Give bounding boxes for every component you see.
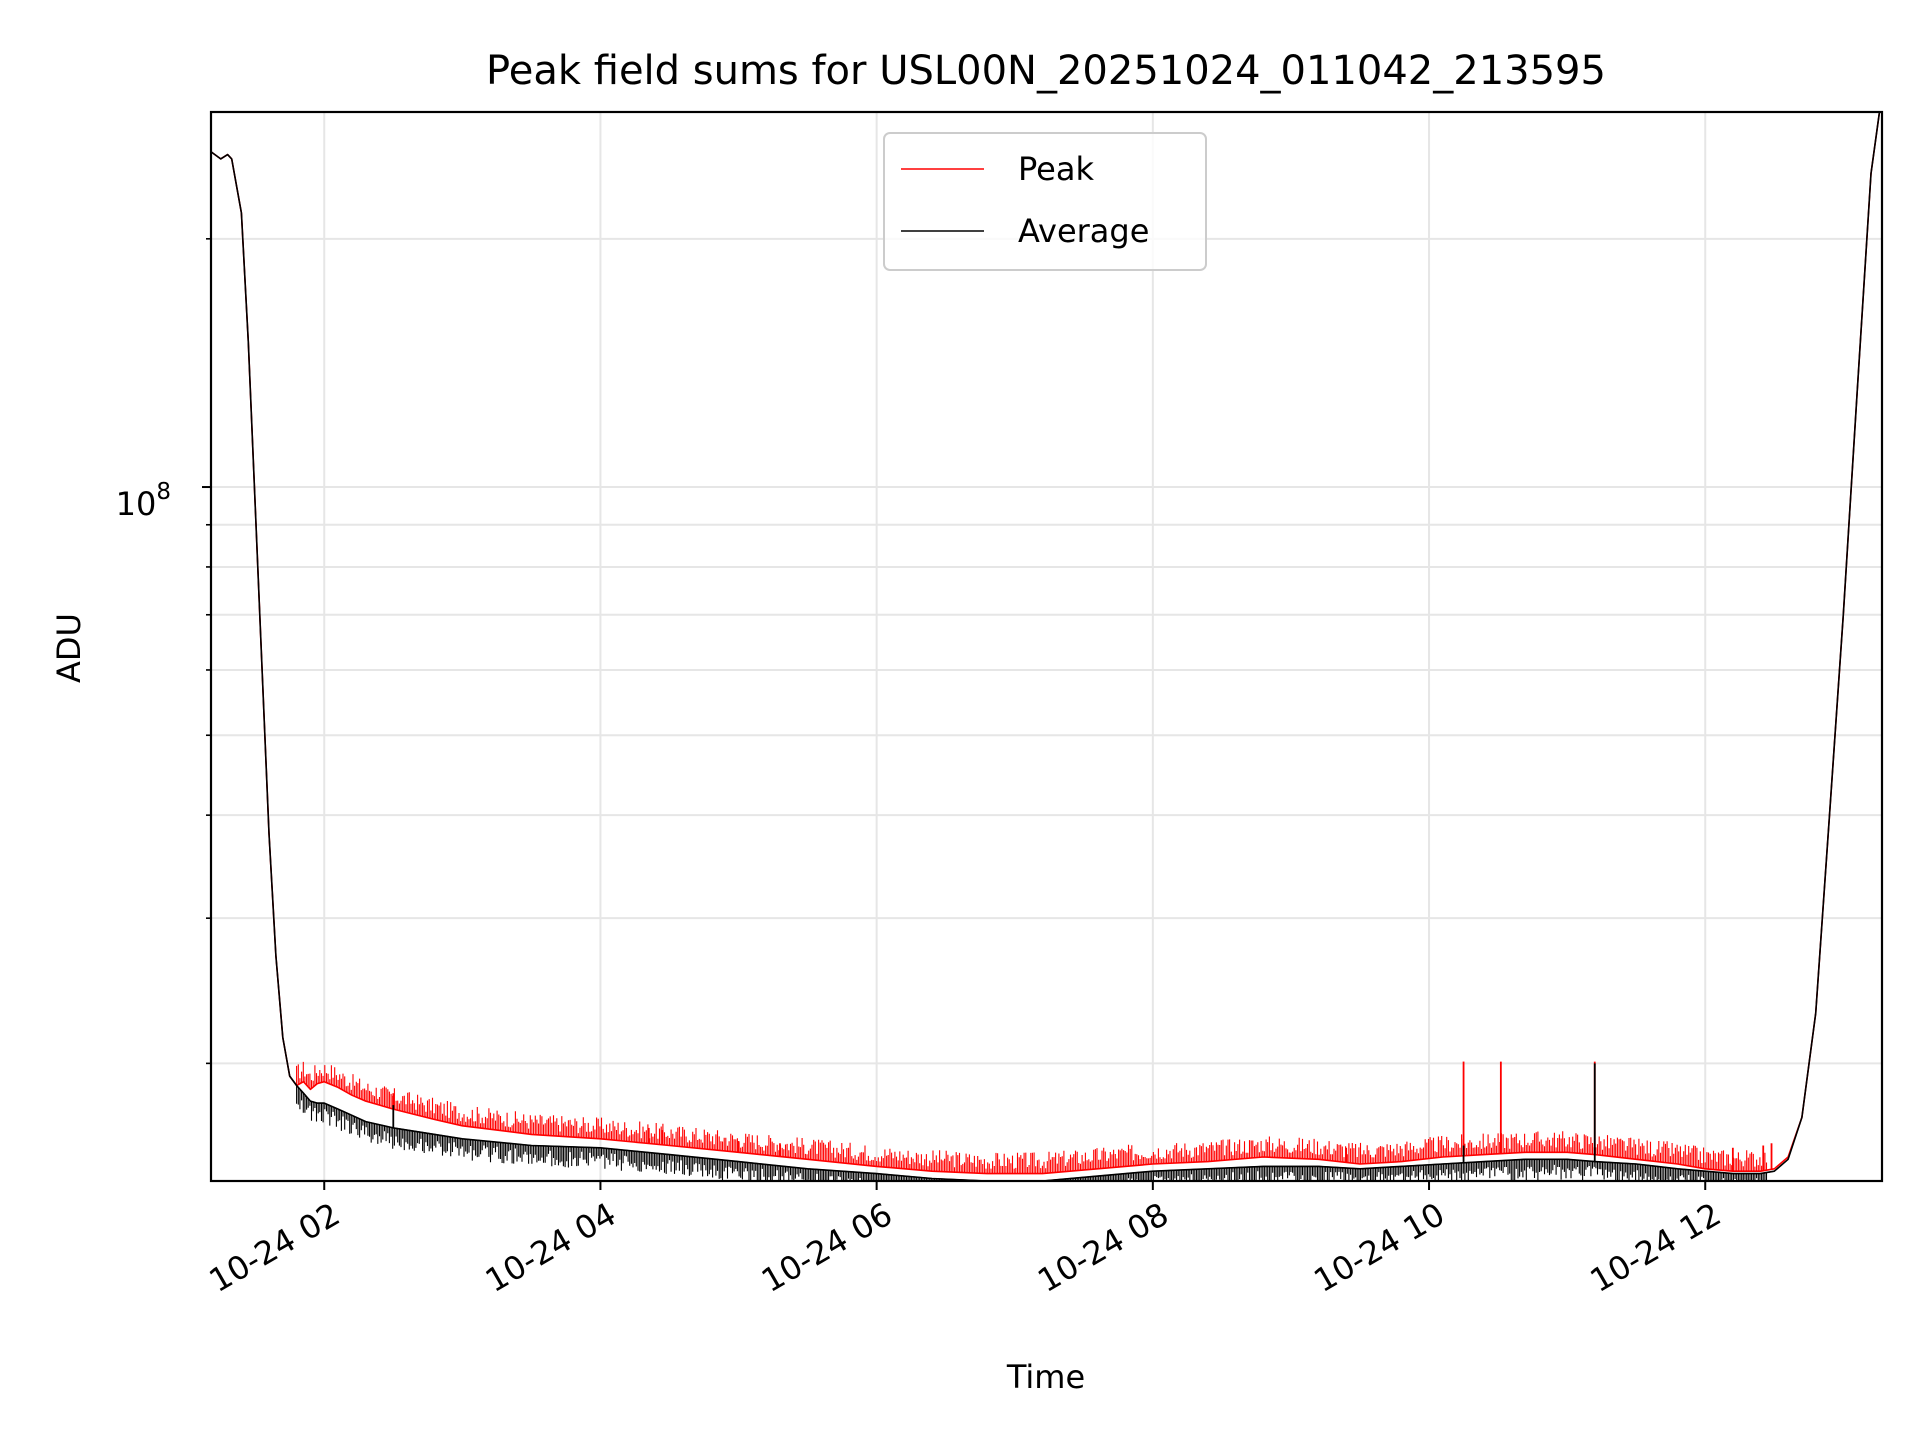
plot-frame — [209, 110, 1884, 1183]
y-major-tick-label: 108 — [116, 479, 171, 523]
y-axis-ticks — [202, 238, 211, 1065]
legend-box — [883, 132, 1207, 271]
legend-peak-label: Peak — [1018, 150, 1094, 188]
y-tick-exponent: 8 — [156, 479, 171, 505]
series-layer — [211, 112, 1881, 1181]
legend-average-label: Average — [1018, 212, 1149, 250]
series-peak-noise — [296, 1061, 1768, 1174]
y-axis-label: ADU — [50, 613, 88, 683]
chart-title: Peak field sums for USL00N_20251024_0110… — [486, 48, 1606, 94]
x-axis-label: Time — [1006, 1358, 1085, 1396]
legend: Peak Average — [883, 132, 1207, 271]
series-average-overlay — [211, 112, 1881, 1181]
svg-text:108: 108 — [116, 479, 171, 523]
y-tick-base: 10 — [116, 485, 157, 523]
series-average-noise — [296, 1085, 1768, 1181]
grid-lines — [211, 112, 1882, 1181]
